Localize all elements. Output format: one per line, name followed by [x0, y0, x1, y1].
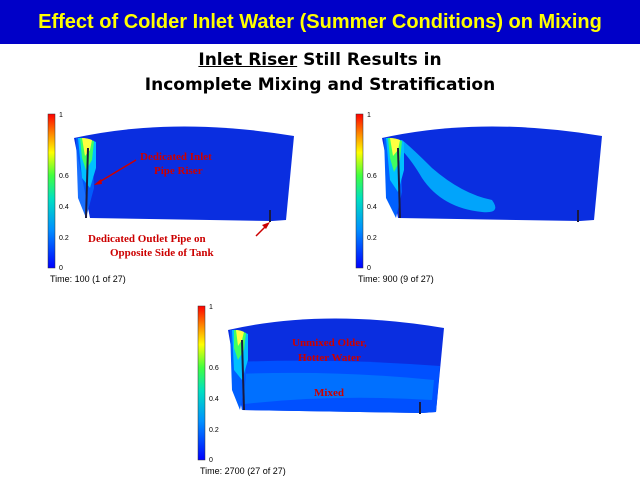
scale-tick-0: 0 [367, 265, 371, 272]
scale-tick-0: 0 [59, 265, 63, 272]
color-scale-bar [47, 113, 56, 269]
inlet-riser-pipe [85, 147, 89, 219]
scale-tick-0.4: 0.4 [59, 204, 69, 211]
annotation-outlet-line2: Opposite Side of Tank [110, 247, 215, 259]
subtitle-line-1: Inlet Riser Still Results in [60, 48, 580, 73]
subtitle-line-2: Incomplete Mixing and Stratification [144, 75, 496, 95]
scale-tick-0.2: 0.2 [367, 235, 377, 242]
scale-tick-0.2: 0.2 [209, 427, 219, 434]
inlet-riser-pipe [397, 147, 401, 219]
annotation-outlet-line1: Dedicated Outlet Pipe on [88, 233, 206, 245]
tank-plot: 1 0.6 0.4 0.2 0 Dedicated Inlet Pipe Ris… [47, 112, 294, 272]
scale-tick-0.4: 0.4 [209, 396, 219, 403]
title-bar: Effect of Colder Inlet Water (Summer Con… [0, 0, 640, 44]
scale-tick-0.6: 0.6 [209, 365, 219, 372]
inlet-riser-pipe [241, 339, 245, 411]
color-scale: 1 0.6 0.4 0.2 0 [355, 112, 377, 272]
tank-fluid [382, 126, 602, 221]
annotation-mixed: Mixed [314, 387, 344, 399]
scale-tick-0.6: 0.6 [367, 173, 377, 180]
tank-fluid [74, 126, 294, 221]
tank-body [228, 318, 444, 414]
time-label: Time: 100 (1 of 27) [50, 274, 126, 284]
scale-tick-0: 0 [209, 457, 213, 464]
color-scale: 1 0.6 0.4 0.2 0 [47, 112, 69, 272]
color-scale-bar [197, 305, 206, 461]
annotation-unmixed-line2: Hotter Water [298, 352, 361, 364]
color-scale-bar [355, 113, 364, 269]
tank-body [382, 126, 602, 222]
subtitle-line-1-rest: Still Results in [297, 50, 442, 70]
scale-tick-1: 1 [59, 112, 63, 119]
tank-body [74, 126, 294, 222]
simulation-panel-time-900: 1 0.6 0.4 0.2 0 Time: 900 (9 of 27) [352, 108, 604, 286]
slide-title: Effect of Colder Inlet Water (Summer Con… [38, 10, 602, 33]
annotation-arrow-inlet [95, 159, 137, 185]
time-label: Time: 2700 (27 of 27) [200, 466, 286, 476]
annotations: Dedicated Inlet Pipe Riser Dedicated Out… [88, 151, 270, 259]
scale-tick-1: 1 [209, 304, 213, 311]
scale-tick-0.6: 0.6 [59, 173, 69, 180]
scale-tick-0.4: 0.4 [367, 204, 377, 211]
scale-tick-0.2: 0.2 [59, 235, 69, 242]
simulation-panel-time-2700: 1 0.6 0.4 0.2 0 Unmixed Older, Hotter Wa… [194, 300, 446, 478]
tank-plot: 1 0.6 0.4 0.2 0 Unmixed Older, Hotter Wa… [197, 304, 444, 464]
simulation-panel-time-100: 1 0.6 0.4 0.2 0 Dedicated Inlet Pipe Ris… [44, 108, 296, 286]
mixing-plume [386, 140, 496, 213]
annotation-inlet-line2: Pipe Riser [154, 165, 203, 177]
scale-tick-1: 1 [367, 112, 371, 119]
annotation-unmixed-line1: Unmixed Older, [292, 337, 367, 349]
tank-plot: 1 0.6 0.4 0.2 0 [355, 112, 602, 272]
annotation-inlet-line1: Dedicated Inlet [140, 151, 212, 163]
color-scale: 1 0.6 0.4 0.2 0 [197, 304, 219, 464]
time-label: Time: 900 (9 of 27) [358, 274, 434, 284]
subtitle-underlined-term: Inlet Riser [198, 50, 298, 70]
slide-subtitle: Inlet Riser Still Results in Incomplete … [60, 48, 580, 98]
annotations: Unmixed Older, Hotter Water Mixed [292, 337, 367, 399]
